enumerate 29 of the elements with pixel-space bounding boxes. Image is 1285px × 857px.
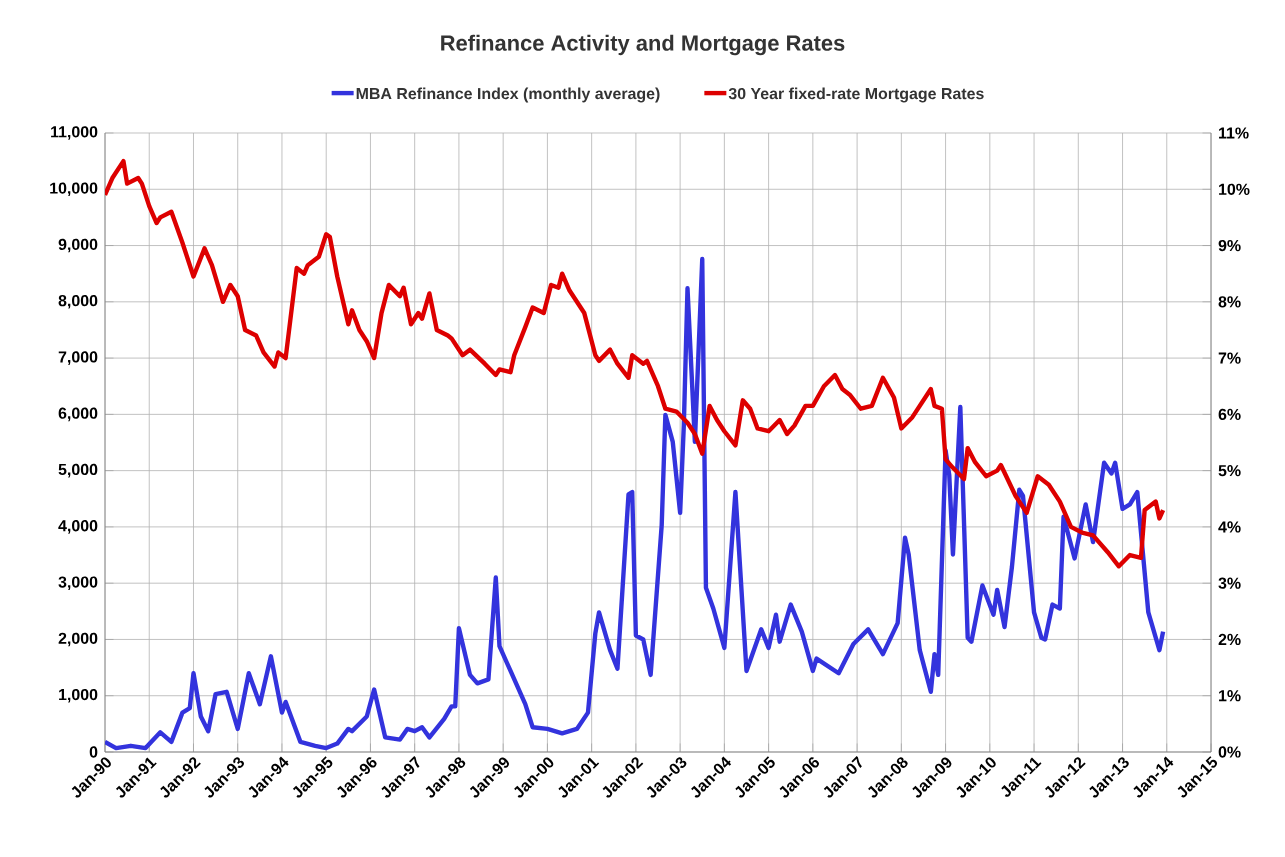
y2-tick-label: 2% bbox=[1218, 633, 1241, 646]
y2-tick-label: 4% bbox=[1218, 521, 1241, 533]
y-tick-label: 7,000 bbox=[58, 351, 98, 365]
y2-tick-label: 11% bbox=[1219, 127, 1249, 139]
y2-tick-label: 9% bbox=[1218, 239, 1241, 252]
y2-tick-label: 10% bbox=[1219, 183, 1250, 195]
y2-tick-label: 7% bbox=[1218, 352, 1241, 364]
line-series bbox=[105, 158, 1166, 569]
y2-tick-label: 8% bbox=[1218, 296, 1241, 308]
y-tick-label: 10,000 bbox=[50, 182, 98, 197]
y-tick-label: 8,000 bbox=[58, 295, 98, 309]
y-tick-label: 2,000 bbox=[58, 632, 98, 647]
y-tick-label: 9,000 bbox=[58, 238, 98, 253]
y-tick-label: 11,000 bbox=[51, 126, 98, 140]
y2-tick-label: 3% bbox=[1218, 577, 1241, 589]
line-series bbox=[105, 256, 1166, 751]
y2-tick-label: 6% bbox=[1218, 408, 1241, 420]
y2-tick-label: 1% bbox=[1219, 690, 1241, 702]
chart-title: Refinance Activity and Mortgage Rates bbox=[441, 34, 845, 56]
y-tick-label: 3,000 bbox=[58, 576, 98, 590]
y-tick-label: 5,000 bbox=[58, 463, 98, 478]
y2-tick-label: 5% bbox=[1218, 465, 1241, 477]
y-tick-label: 1,000 bbox=[59, 688, 98, 703]
y-tick-label: 6,000 bbox=[58, 407, 98, 422]
y-tick-label: 4,000 bbox=[58, 520, 98, 534]
legend-label: 30 Year fixed-rate Mortgage Rates bbox=[728, 87, 984, 103]
y-tick-label: 0 bbox=[89, 746, 98, 758]
legend-label: MBA Refinance Index (monthly average) bbox=[356, 87, 660, 103]
y2-tick-label: 0% bbox=[1218, 746, 1241, 758]
